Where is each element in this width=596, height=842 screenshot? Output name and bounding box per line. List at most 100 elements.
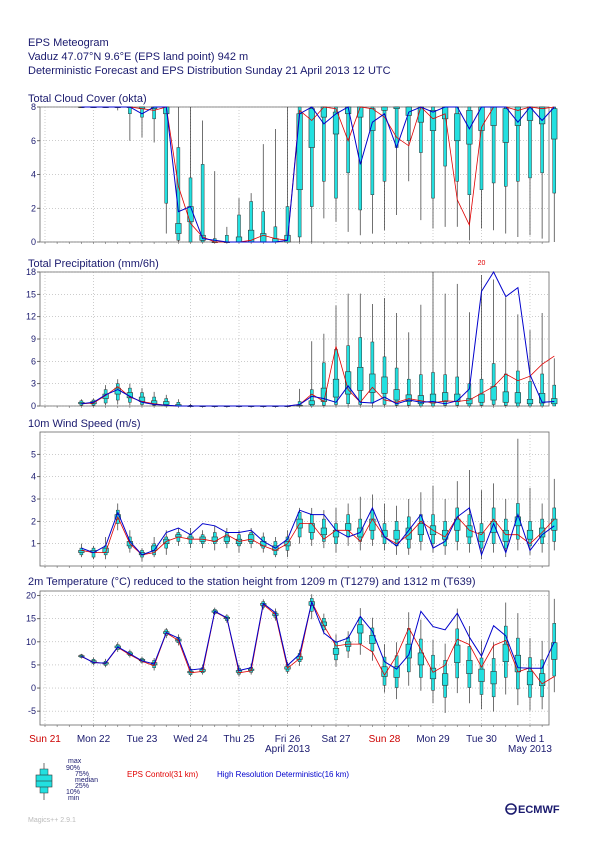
location-line: Vaduz 47.07°N 9.6°E (EPS land point) 942… (28, 51, 249, 63)
box-inner (466, 660, 473, 675)
legend-box-label: median (75, 777, 98, 784)
box-inner (417, 395, 424, 405)
logo-text: ECMWF (518, 804, 560, 816)
box-inner (478, 532, 485, 542)
box-inner (466, 110, 473, 145)
box-inner (405, 394, 412, 402)
box-outer (419, 374, 423, 407)
box-outer (431, 372, 435, 407)
box-outer (528, 381, 532, 407)
box-inner (502, 529, 509, 542)
box-inner (332, 111, 340, 135)
x-day-label: Tue 30 (466, 734, 497, 745)
box-inner (393, 389, 400, 401)
box-outer (164, 106, 168, 204)
box-inner (526, 529, 534, 540)
box-inner (405, 643, 412, 659)
panel-3: 10m Wind Speed (m/s) 1 2 3 4 5 (28, 418, 558, 568)
box-outer (516, 370, 520, 407)
panel-2: Total Precipitation (mm/6h) 0 3 6 9 12 15 18 20 (26, 258, 558, 411)
panel-1: Total Cloud Cover (okta) 0 2 4 6 8 (28, 93, 558, 247)
box-inner (551, 108, 558, 140)
box-inner (308, 523, 315, 533)
meteogram-title: EPS Meteogram (28, 37, 109, 49)
box-inner (466, 398, 473, 405)
x-month-label: May 2013 (508, 744, 552, 755)
box-inner (381, 376, 388, 394)
box-inner (235, 236, 243, 243)
box-inner (260, 233, 267, 243)
box-inner (320, 106, 327, 118)
legend-hres-label: High Resolution Deterministic(16 km) (217, 770, 349, 779)
forecast-description: Deterministic Forecast and EPS Distribut… (28, 65, 391, 77)
box-inner (454, 113, 461, 142)
box-inner (490, 671, 497, 685)
box-inner (296, 113, 303, 190)
box-outer (225, 235, 229, 243)
ecmwf-logo: ECMWF (505, 803, 560, 816)
box-outer (540, 373, 544, 407)
box-outer (334, 349, 338, 405)
box-inner (490, 386, 497, 401)
series-line (81, 106, 555, 243)
box-inner (490, 521, 497, 533)
box-outer (443, 374, 447, 406)
box-inner (381, 666, 388, 677)
legend-box-label: 10% (66, 789, 80, 796)
x-month-label: April 2013 (265, 744, 310, 755)
box-inner (454, 644, 461, 663)
panel-4: 2m Temperature (°C) reduced to the stati… (26, 576, 558, 727)
box-outer (322, 106, 326, 182)
box-inner (393, 666, 400, 678)
box-inner (417, 523, 424, 536)
box-inner (345, 523, 352, 531)
box-inner (429, 667, 437, 680)
x-day-label: Mon 22 (77, 734, 111, 745)
y-tick-label: 3 (31, 379, 36, 389)
y-tick-label: -5 (28, 706, 36, 716)
y-tick-label: 10 (26, 637, 36, 647)
box-inner (381, 106, 388, 111)
clipped-max-annotation: 20 (478, 260, 486, 267)
box-inner (357, 624, 364, 634)
y-tick-label: 6 (31, 136, 36, 146)
box-inner (78, 550, 85, 553)
box-inner (514, 392, 521, 404)
x-day-label: Sun 21 (29, 734, 61, 745)
box-inner (539, 393, 546, 404)
box-inner (442, 392, 449, 402)
box-inner (526, 398, 534, 405)
box-outer (467, 106, 472, 195)
y-tick-label: 5 (31, 449, 36, 459)
y-tick-label: 0 (31, 683, 36, 693)
box-inner (175, 223, 182, 234)
box-inner (187, 206, 194, 223)
box-inner (345, 371, 352, 395)
x-day-label: Fri 26 (275, 734, 301, 745)
y-tick-label: 15 (26, 614, 36, 624)
box-inner (163, 401, 170, 405)
box-inner (332, 647, 340, 655)
box-inner (393, 106, 400, 109)
box-outer (431, 106, 435, 199)
y-tick-label: 9 (31, 334, 36, 344)
legend-box-label: 75% (75, 771, 89, 778)
x-day-label: Sun 28 (369, 734, 401, 745)
y-tick-label: 2 (31, 516, 36, 526)
box-outer (455, 376, 459, 406)
box-inner (223, 536, 230, 542)
y-tick-label: 0 (31, 237, 36, 247)
box-inner (429, 110, 437, 131)
y-tick-label: 12 (26, 312, 36, 322)
series-line (81, 600, 555, 672)
box-inner (502, 391, 509, 403)
box-inner (248, 534, 255, 542)
box-inner (502, 643, 509, 662)
box-inner (454, 518, 461, 531)
box-inner (308, 108, 315, 148)
x-day-label: Thu 25 (223, 734, 255, 745)
box-outer (322, 362, 326, 406)
x-day-label: Mon 29 (416, 734, 450, 745)
